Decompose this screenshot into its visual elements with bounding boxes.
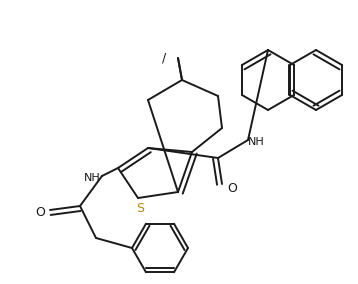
Text: O: O [227,181,237,195]
Text: NH: NH [248,137,264,147]
Text: S: S [136,202,144,214]
Text: /: / [162,51,166,64]
Text: NH: NH [84,173,100,183]
Text: O: O [35,206,45,218]
